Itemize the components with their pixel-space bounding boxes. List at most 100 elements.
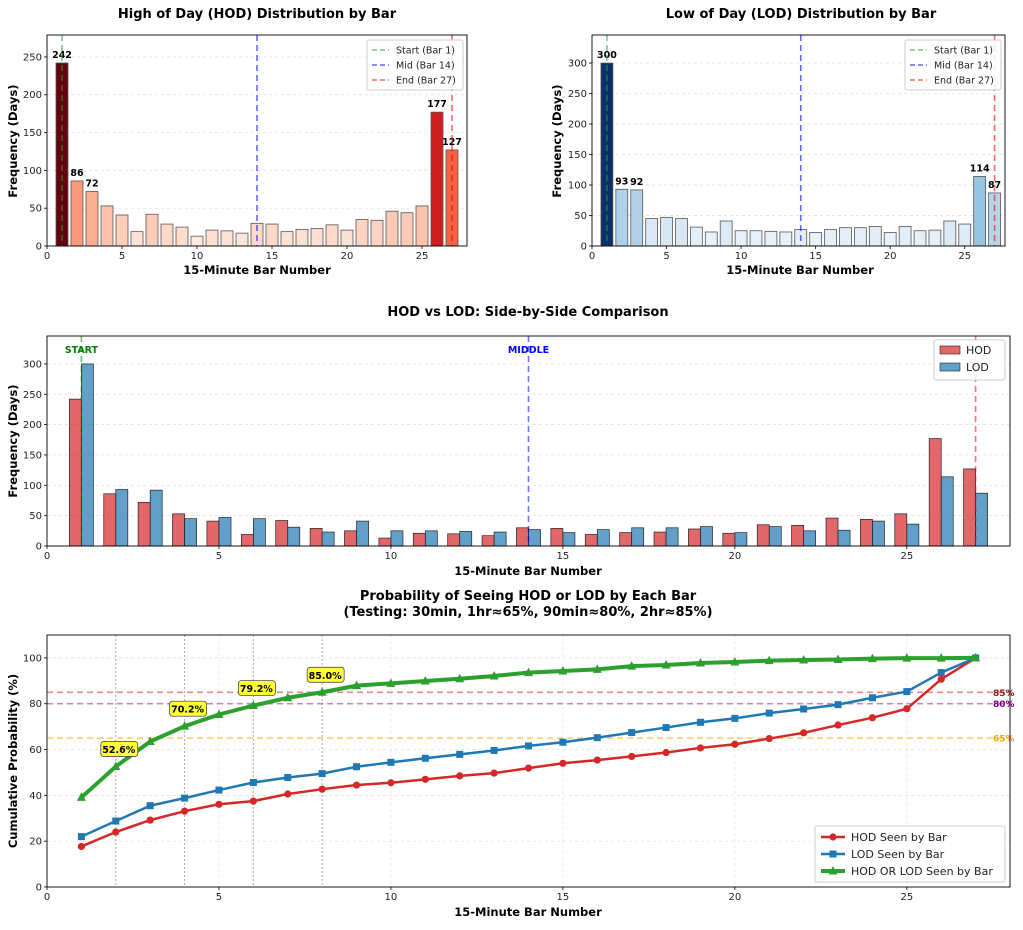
probability-point-either-bar-26 — [936, 653, 946, 662]
probability-point-hod-bar-26 — [937, 675, 945, 683]
probability-point-lod-bar-11 — [421, 754, 429, 762]
probability-point-either-bar-9 — [352, 680, 362, 690]
hod-legend: Start (Bar 1) Mid (Bar 14) End (Bar 27) — [366, 39, 464, 91]
probability-point-lod-bar-9 — [353, 763, 361, 771]
lod-bar-24 — [943, 220, 957, 247]
comparison-lod-bar-19 — [700, 526, 713, 547]
lod-xtick-label: 10 — [735, 251, 748, 262]
probability-chart-subtitle: (Testing: 30min, 1hr≈65%, 90min≈80%, 2hr… — [343, 605, 712, 620]
hod-bar-13 — [235, 232, 249, 247]
probability-point-lod-bar-2 — [112, 817, 120, 825]
lod-bar-18 — [854, 227, 867, 247]
lod-bar-5 — [660, 216, 673, 247]
probability-point-lod-bar-19 — [696, 718, 704, 726]
comparison-hod-bar-15 — [550, 528, 564, 547]
comparison-legend: HOD LOD — [933, 339, 1006, 381]
comparison-hod-bar-25 — [894, 513, 908, 547]
lod-axes: 0501001502002503000510152025300939211487… — [568, 35, 1005, 262]
probability-point-hod-bar-4 — [180, 807, 189, 815]
comparison-ytick-label: 50 — [29, 511, 42, 522]
hod-xtick-label: 0 — [44, 251, 50, 262]
probability-point-hod-bar-2 — [112, 828, 120, 836]
probability-point-either-bar-11 — [420, 676, 430, 685]
comparison-legend-swatch-hod — [939, 345, 961, 355]
probability-point-hod-bar-1 — [77, 842, 85, 851]
comparison-y-axis-label: Frequency (Days) — [6, 384, 20, 497]
lod-bar-23 — [928, 229, 942, 247]
probability-point-either-bar-3 — [145, 736, 155, 746]
probability-point-lod-bar-16 — [593, 734, 601, 742]
comparison-xtick-label: 10 — [385, 551, 398, 562]
probability-point-lod-bar-1 — [77, 833, 85, 841]
annotation-box — [100, 741, 139, 757]
comparison-x-axis-label: 15-Minute Bar Number — [454, 564, 602, 578]
annotation-box — [169, 700, 207, 717]
comparison-lod-bar-17 — [631, 527, 645, 547]
probability-point-lod-bar-3 — [146, 802, 154, 810]
probability-point-either-bar-17 — [627, 661, 637, 670]
probability-threshold-label-80: 80% — [993, 700, 1015, 710]
comparison-lod-bar-15 — [562, 532, 576, 547]
lod-bar-7 — [690, 226, 703, 247]
probability-point-hod-bar-22 — [800, 729, 808, 737]
hod-ytick-label: 100 — [23, 166, 42, 177]
comparison-lod-bar-7 — [287, 526, 301, 547]
comparison-hod-bar-14 — [516, 527, 529, 547]
lod-bar-17 — [839, 227, 852, 247]
probability-legend-label: HOD Seen by Bar — [851, 831, 947, 844]
lod-legend-label: Mid (Bar 14) — [934, 61, 993, 72]
hod-legend-label: End (Bar 27) — [396, 76, 456, 87]
annotation-box — [238, 680, 276, 696]
probability-point-hod-bar-15 — [559, 759, 567, 767]
comparison-lod-bar-26 — [940, 476, 954, 547]
probability-point-hod-bar-8 — [318, 785, 326, 793]
lod-bar-2 — [615, 188, 629, 247]
hod-bar-24 — [400, 212, 414, 247]
annotation-label: 70.2% — [171, 705, 204, 716]
lod-ytick-label: 250 — [568, 89, 587, 100]
probability-point-either-bar-27 — [971, 652, 981, 662]
comparison-hod-bar-5 — [206, 520, 220, 547]
lod-bar-11 — [749, 230, 763, 247]
lod-ytick-label: 150 — [568, 150, 587, 161]
lod-ytick-label: 0 — [581, 242, 587, 253]
probability-point-lod-bar-17 — [628, 729, 636, 737]
probability-point-lod-bar-22 — [800, 705, 808, 713]
probability-point-either-bar-2 — [111, 761, 121, 770]
comparison-lod-bar-3 — [149, 489, 163, 547]
lod-ytick-label: 300 — [568, 59, 587, 70]
probability-point-either-bar-10 — [386, 678, 396, 687]
probability-point-lod-bar-21 — [765, 709, 773, 717]
probability-point-hod-bar-5 — [215, 800, 223, 808]
lod-ytick-label: 50 — [574, 211, 587, 222]
probability-point-hod-bar-18 — [662, 748, 670, 757]
lod-bar-8 — [704, 231, 718, 247]
hod-xtick-label: 15 — [266, 251, 279, 262]
comparison-hod-bar-20 — [722, 532, 736, 547]
hod-bar-value-label-26: 177 — [427, 99, 447, 110]
probability-axes: 0 20 40 60 80 100 0 5 10 15 20 25 85%80% 65% 52.6% 70.2… — [23, 635, 1015, 903]
comparison-lod-bar-25 — [906, 523, 920, 547]
probability-chart-title: Probability of Seeing HOD or LOD by Each… — [360, 589, 697, 604]
hod-bar-18 — [310, 228, 324, 247]
probability-point-either-bar-7 — [283, 692, 293, 702]
lod-bar-12 — [764, 230, 778, 247]
probability-point-hod-bar-20 — [731, 740, 739, 748]
comparison-hod-bar-2 — [103, 493, 117, 547]
probability-point-hod-bar-25 — [903, 705, 911, 713]
probability-point-hod-bar-9 — [352, 781, 361, 789]
probability-point-either-bar-16 — [592, 664, 602, 673]
lod-bar-value-label-2: 93 — [615, 176, 628, 187]
comparison-legend-label-hod: HOD — [966, 344, 991, 357]
hod-bar-21 — [355, 219, 369, 247]
comparison-hod-bar-3 — [137, 501, 151, 547]
hod-bar-value-label-27: 127 — [442, 137, 462, 148]
probability-ytick-label: 0 — [36, 883, 42, 894]
probability-xtick-label: 25 — [900, 892, 913, 903]
comparison-xtick-label: 20 — [728, 551, 741, 562]
probability-point-lod-bar-8 — [318, 770, 326, 778]
annotation-label: 52.6% — [102, 745, 135, 756]
hod-y-axis-label: Frequency (Days) — [6, 84, 20, 197]
comparison-xtick-label: 15 — [557, 551, 570, 562]
